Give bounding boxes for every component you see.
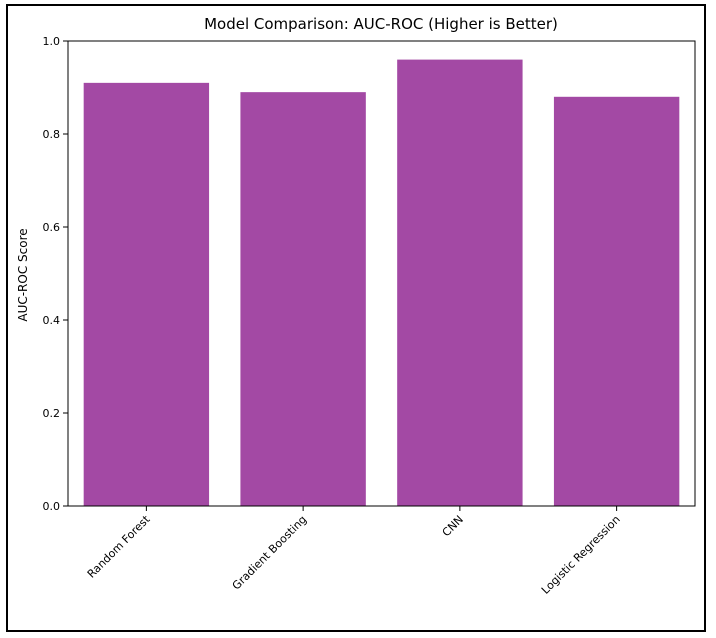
y-tick-label: 0.2 <box>43 407 61 420</box>
y-tick-label: 0.6 <box>43 221 61 234</box>
bar-random-forest <box>83 82 210 506</box>
y-tick-label: 0.4 <box>43 314 61 327</box>
x-tick-label: Random Forest <box>85 512 153 580</box>
bar-gradient-boosting <box>240 92 366 507</box>
y-axis-label: AUC-ROC Score <box>16 228 30 321</box>
x-tick-label: Gradient Boosting <box>230 513 310 593</box>
bar-logistic-regression <box>553 96 680 507</box>
plot-area-border <box>67 40 696 507</box>
y-tick-label: 0.8 <box>43 128 61 141</box>
chart-title: Model Comparison: AUC-ROC (Higher is Bet… <box>204 15 558 33</box>
bar-cnn <box>397 59 523 506</box>
y-ticks-group: 0.0 0.2 0.4 0.6 0.8 1.0 <box>43 35 68 513</box>
y-tick-label: 0.0 <box>43 500 61 513</box>
x-tick-label: Logistic Regression <box>539 513 623 597</box>
bars-group <box>83 59 680 507</box>
x-tick-label: CNN <box>440 513 466 539</box>
y-tick-label: 1.0 <box>43 35 61 48</box>
x-ticks-group: Random Forest Gradient Boosting CNN Logisti… <box>85 506 623 597</box>
